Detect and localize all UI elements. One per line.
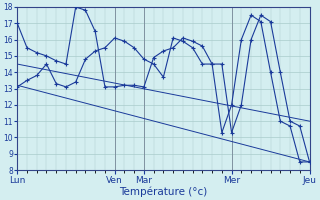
X-axis label: Température (°c): Température (°c) [119, 186, 208, 197]
